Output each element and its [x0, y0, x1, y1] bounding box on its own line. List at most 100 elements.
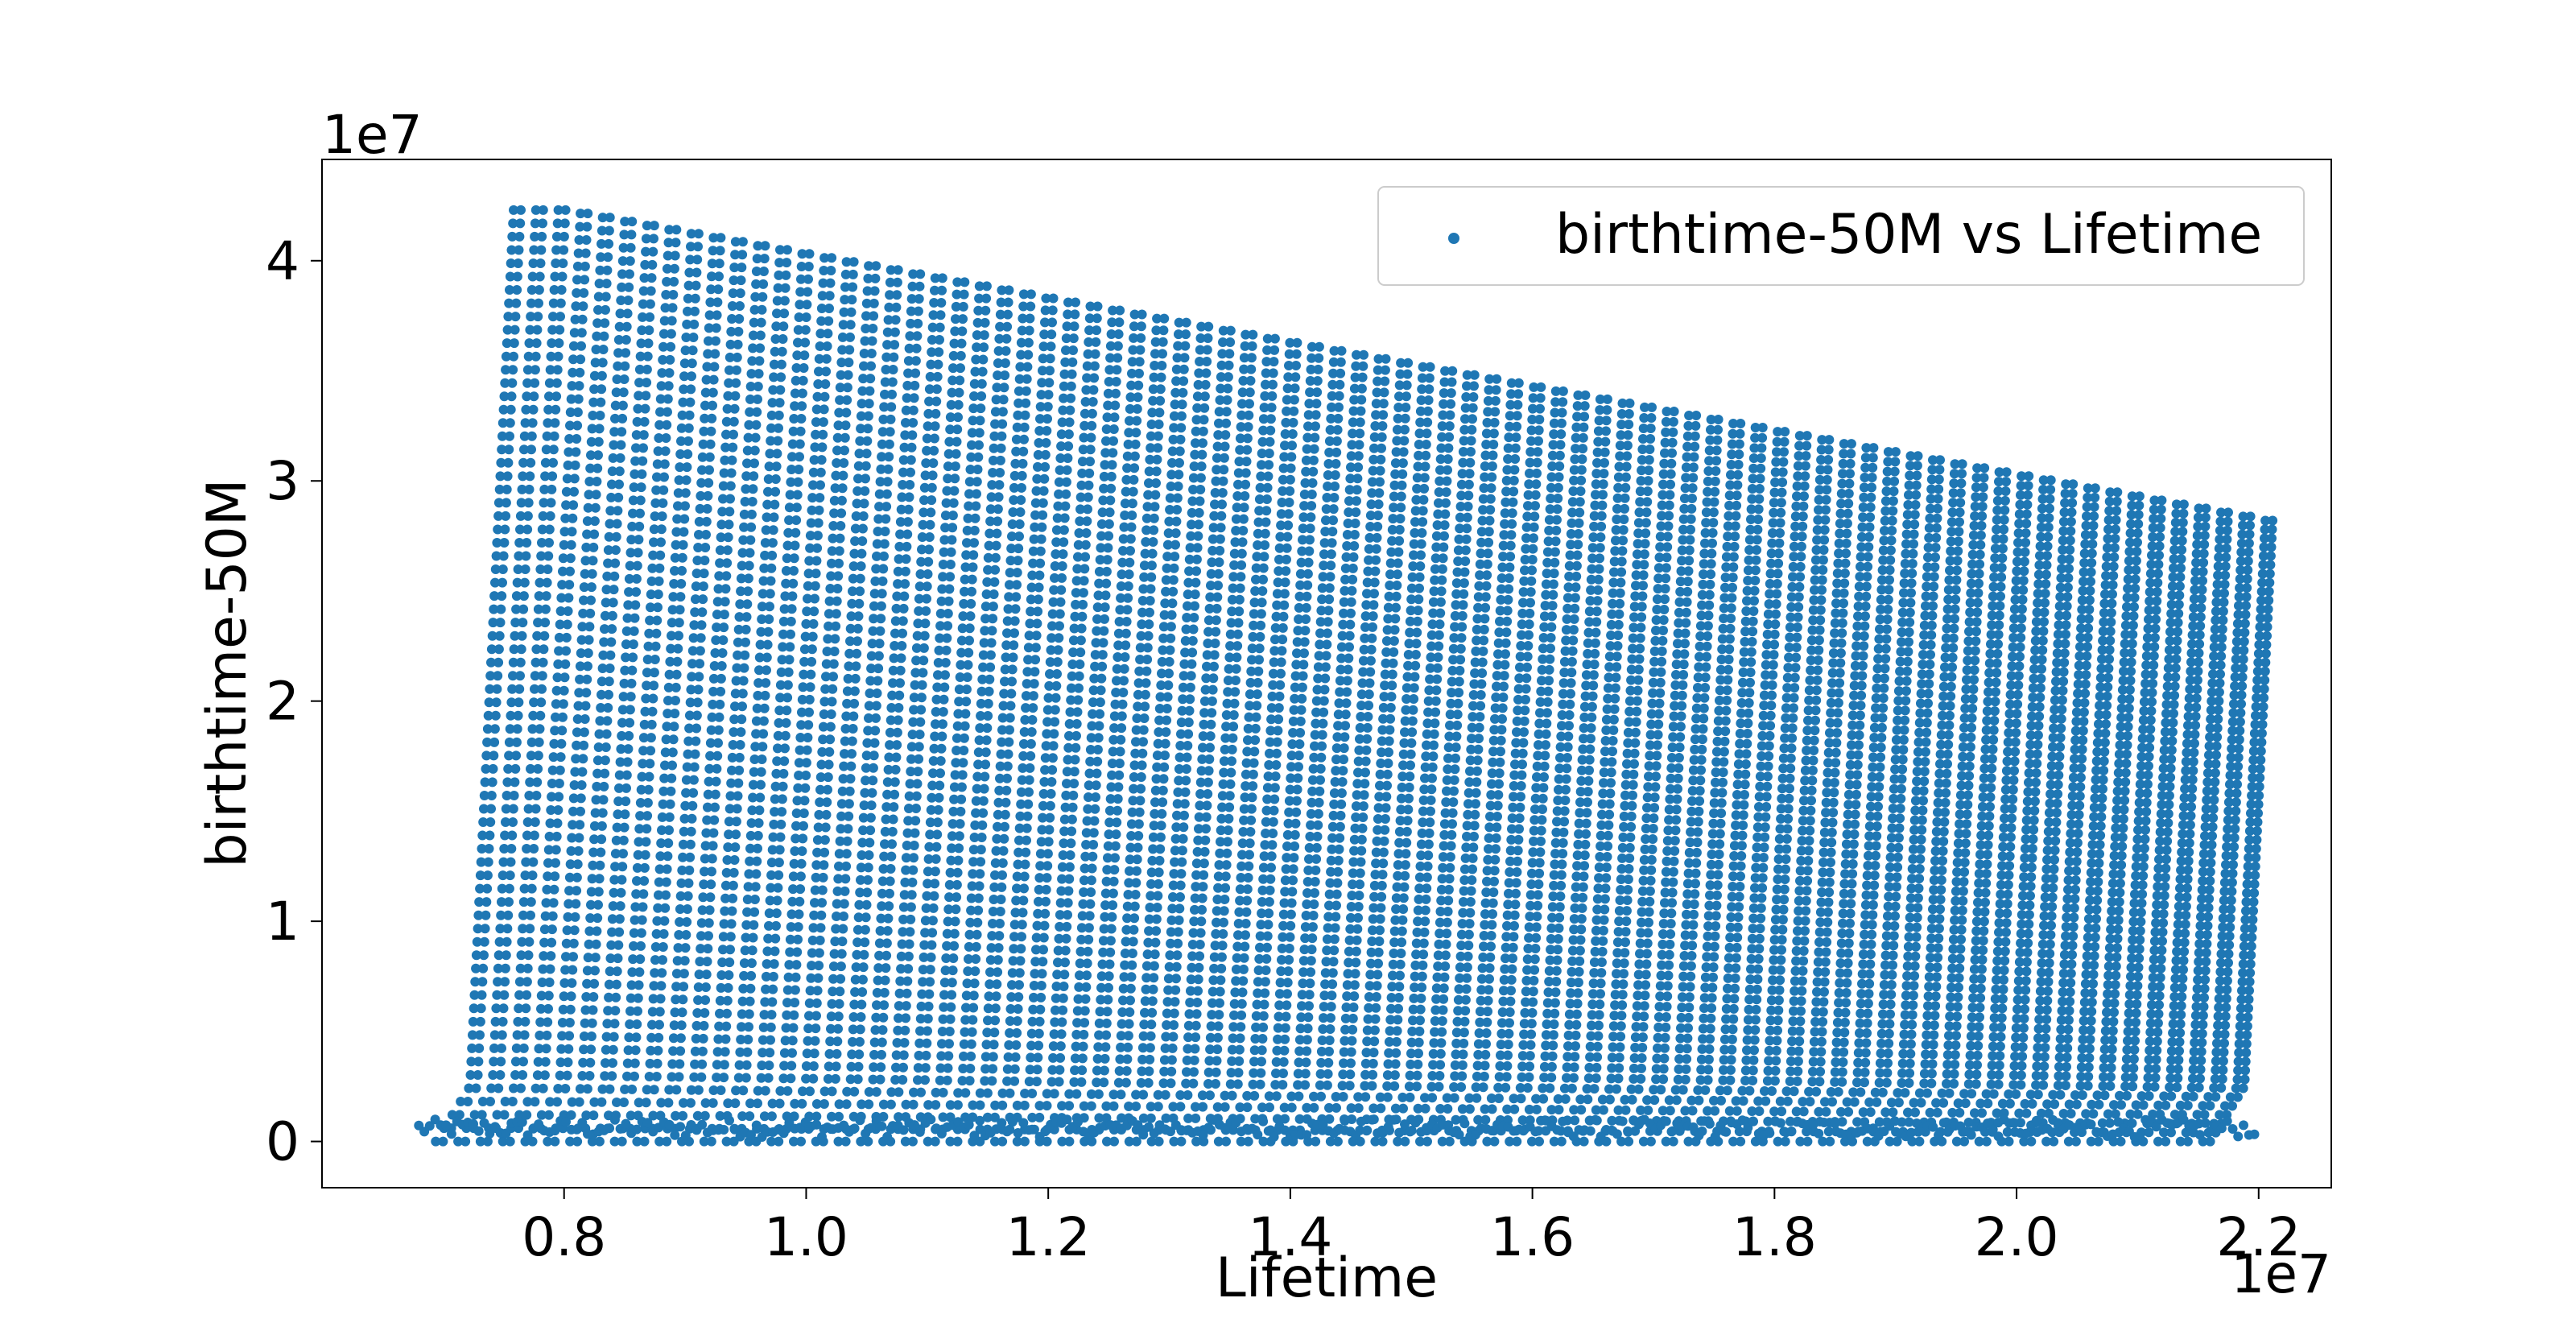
scatter-point	[1055, 910, 1065, 920]
scatter-point	[1111, 388, 1121, 399]
scatter-point	[687, 659, 697, 669]
scatter-point	[1113, 353, 1123, 363]
scatter-point	[854, 1049, 865, 1060]
scatter-point	[1133, 819, 1144, 829]
scatter-point	[621, 770, 632, 780]
scatter-point	[490, 1016, 501, 1027]
scatter-point	[1129, 474, 1139, 485]
scatter-point	[630, 1045, 641, 1056]
scatter-point	[669, 579, 679, 589]
scatter-point	[561, 646, 572, 656]
scatter-point	[487, 630, 497, 641]
scatter-point	[505, 1136, 515, 1147]
scatter-point	[1037, 825, 1047, 835]
scatter-point	[1108, 888, 1118, 899]
scatter-point	[857, 850, 867, 860]
scatter-point	[1014, 531, 1024, 542]
scatter-point	[795, 287, 806, 297]
scatter-point	[525, 777, 535, 788]
scatter-point	[974, 881, 985, 891]
scatter-point	[991, 540, 1001, 551]
scatter-point	[874, 938, 885, 949]
scatter-point	[632, 876, 642, 886]
scatter-point	[875, 1074, 886, 1085]
scatter-point	[678, 397, 688, 407]
scatter-point	[678, 994, 688, 1005]
scatter-point	[1043, 390, 1054, 400]
scatter-point	[680, 501, 690, 511]
scatter-point	[1124, 1019, 1134, 1029]
scatter-point	[1106, 924, 1117, 934]
scatter-point	[968, 1015, 978, 1025]
scatter-point	[499, 538, 510, 548]
scatter-point	[964, 929, 975, 940]
scatter-point	[818, 721, 828, 732]
scatter-point	[693, 543, 704, 552]
scatter-point	[638, 889, 649, 899]
scatter-point	[770, 807, 780, 817]
scatter-point	[1225, 325, 1236, 336]
scatter-point	[611, 387, 621, 398]
scatter-point	[858, 511, 869, 521]
scatter-point	[801, 771, 811, 780]
scatter-point	[878, 1099, 889, 1110]
scatter-point	[1221, 418, 1232, 428]
scatter-point	[988, 601, 998, 612]
scatter-point	[971, 501, 981, 511]
scatter-point	[890, 628, 900, 639]
scatter-point	[774, 410, 784, 420]
scatter-point	[637, 469, 647, 479]
scatter-point	[722, 403, 733, 414]
scatter-point	[544, 378, 555, 388]
scatter-point	[735, 740, 745, 750]
scatter-point	[988, 919, 997, 928]
scatter-point	[1066, 393, 1076, 403]
scatter-point	[714, 258, 724, 269]
scatter-point	[903, 816, 914, 826]
scatter-point	[1024, 787, 1034, 797]
scatter-point	[727, 455, 737, 465]
scatter-point	[993, 967, 1003, 978]
scatter-point	[469, 990, 480, 1000]
scatter-point	[589, 834, 600, 845]
scatter-point	[1060, 357, 1071, 367]
scatter-point	[791, 833, 801, 844]
scatter-point	[935, 609, 946, 618]
scatter-point	[956, 363, 965, 374]
scatter-point	[1065, 405, 1075, 415]
scatter-point	[1054, 933, 1064, 944]
scatter-point	[748, 779, 758, 790]
scatter-point	[691, 568, 702, 579]
scatter-point	[1001, 652, 1011, 663]
scatter-point	[791, 375, 801, 386]
scatter-point	[773, 743, 782, 754]
scatter-point	[958, 611, 968, 622]
scatter-point	[1074, 683, 1084, 693]
scatter-point	[921, 903, 931, 913]
scatter-point	[622, 613, 633, 623]
scatter-point	[835, 382, 845, 393]
scatter-point	[1203, 777, 1213, 788]
scatter-point	[729, 429, 738, 440]
scatter-point	[905, 480, 915, 490]
scatter-point	[799, 669, 809, 680]
scatter-point	[857, 999, 867, 1010]
scatter-point	[904, 343, 914, 353]
scatter-point	[846, 307, 857, 317]
scatter-point	[945, 560, 956, 569]
scatter-point	[841, 1099, 852, 1110]
scatter-point	[862, 286, 873, 296]
scatter-point	[624, 1032, 634, 1043]
scatter-point	[514, 231, 525, 242]
scatter-point	[551, 699, 561, 709]
scatter-point	[650, 498, 661, 508]
scatter-point	[790, 540, 800, 551]
scatter-point	[682, 762, 692, 772]
scatter-point	[704, 763, 715, 774]
scatter-point	[801, 312, 811, 322]
scatter-point	[730, 842, 741, 853]
scatter-point	[686, 1098, 696, 1108]
scatter-point	[630, 1058, 640, 1069]
scatter-point	[589, 516, 600, 527]
scatter-point	[752, 856, 762, 866]
